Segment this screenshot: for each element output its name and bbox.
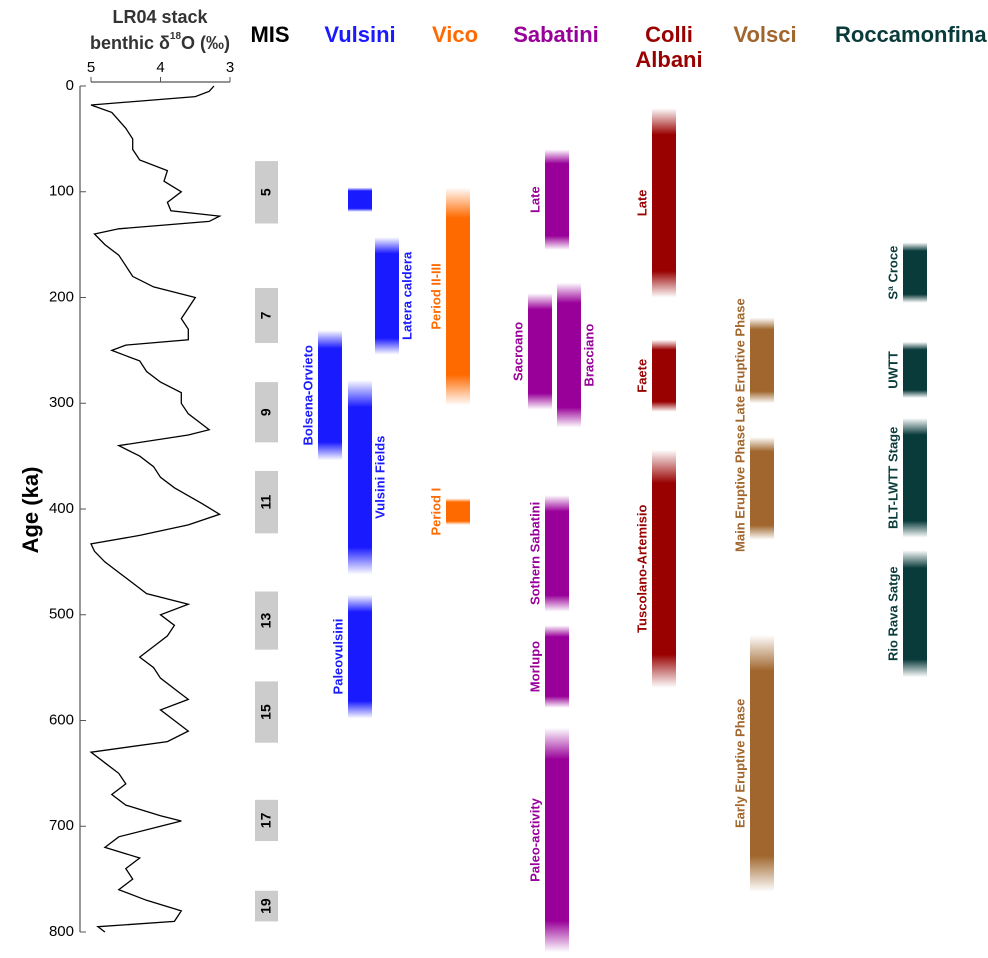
column-heading: Roccamonfina <box>835 22 987 47</box>
x-label-part: benthic δ <box>90 33 170 53</box>
x-tick-label: 3 <box>226 59 234 76</box>
x-tick-label: 4 <box>156 59 164 76</box>
eruptive-unit-bar <box>528 293 552 410</box>
y-tick-label: 300 <box>49 394 74 411</box>
unit-label: Sothern Sabatini <box>527 502 542 605</box>
eruptive-unit-bar <box>545 625 569 708</box>
mis-box <box>255 287 278 343</box>
mis-box <box>255 591 278 650</box>
eruptive-unit-bar <box>903 550 927 678</box>
unit-label: Latera caldera <box>399 251 414 340</box>
mis-label: 7 <box>258 311 274 319</box>
unit-label: Main Eruptive Phase <box>732 425 747 552</box>
y-tick-label: 800 <box>49 923 74 940</box>
x-label-sup: 18 <box>170 31 182 42</box>
column-heading: MIS <box>250 22 290 47</box>
unit-label: Vulsini Fields <box>372 436 387 519</box>
mis-box <box>255 799 278 842</box>
mis-label: 9 <box>258 408 274 416</box>
mis-label: 19 <box>258 898 274 914</box>
eruptive-unit-bar <box>446 498 470 525</box>
eruptive-unit-bar <box>903 242 927 303</box>
unit-label: Late <box>527 186 542 213</box>
eruptive-unit-bar <box>348 379 372 575</box>
eruptive-unit-bar <box>318 330 342 461</box>
mis-box <box>255 382 278 443</box>
column-heading: Colli Albani <box>635 22 703 72</box>
eruptive-unit-bar <box>652 108 676 298</box>
eruptive-unit-bar <box>750 317 774 404</box>
eruptive-unit-bar <box>545 495 569 612</box>
x-label-part: O (‰) <box>181 33 230 53</box>
eruptive-unit-bar <box>348 187 372 212</box>
unit-label: BLT-LWTT Stage <box>885 427 900 529</box>
unit-label: Early Eruptive Phase <box>732 699 747 828</box>
unit-label: Late <box>634 189 649 216</box>
column-heading: Vulsini <box>324 22 396 47</box>
unit-label: Sª Croce <box>885 246 900 300</box>
eruptive-unit-bar <box>652 339 676 412</box>
mis-box <box>255 890 278 922</box>
eruptive-unit-bar <box>750 437 774 540</box>
eruptive-unit-bar <box>375 237 399 355</box>
unit-label: Sacroano <box>510 322 525 381</box>
eruptive-unit-bar <box>903 341 927 398</box>
line <box>89 85 222 933</box>
unit-label: Bolsena-Orvieto <box>300 345 315 445</box>
mis-label: 13 <box>258 613 274 629</box>
y-tick-label: 400 <box>49 500 74 517</box>
unit-label: Tuscolano-Artemisio <box>634 505 649 633</box>
y-tick-label: 200 <box>49 288 74 305</box>
unit-label: Paleo-activity <box>527 797 542 882</box>
eruptive-unit-bar <box>557 282 581 428</box>
y-tick-label: 100 <box>49 183 74 200</box>
y-tick-label: 500 <box>49 606 74 623</box>
unit-label: UWTT <box>885 351 900 389</box>
unit-label: Paleovulsini <box>330 619 345 695</box>
column-heading: Volsci <box>733 22 797 47</box>
unit-label: Faete <box>634 359 649 393</box>
column-heading: Sabatini <box>513 22 599 47</box>
eruptive-unit-bar <box>652 449 676 688</box>
eruptive-unit-bar <box>348 594 372 719</box>
eruptive-unit-bar <box>545 727 569 953</box>
mis-label: 5 <box>258 188 274 196</box>
mis-box <box>255 470 278 534</box>
eruptive-unit-bar <box>903 418 927 538</box>
x-tick-label: 5 <box>87 59 95 76</box>
unit-label: Morlupo <box>527 641 542 692</box>
mis-box <box>255 681 278 743</box>
unit-label: Period I <box>428 488 443 536</box>
x-label-line2: benthic δ18O (‰) <box>90 31 230 53</box>
mis-label: 11 <box>258 495 274 510</box>
eruptive-unit-bar <box>545 149 569 250</box>
x-label-line1: LR04 stack <box>112 7 208 27</box>
unit-label: Period II-III <box>428 263 443 329</box>
mis-box <box>255 161 278 224</box>
mis-label: 17 <box>258 812 274 828</box>
unit-label: Bracciano <box>581 324 596 387</box>
mis-label: 15 <box>258 704 274 720</box>
unit-label: Rio Rava Satge <box>885 566 900 661</box>
y-tick-label: 700 <box>49 817 74 834</box>
eruptive-unit-bar <box>750 634 774 892</box>
y-label: Age (ka) <box>18 467 43 554</box>
unit-label: Late Eruptive Phase <box>732 298 747 422</box>
y-tick-label: 0 <box>66 77 74 94</box>
column-heading: Vico <box>431 22 479 47</box>
y-tick-label: 600 <box>49 711 74 728</box>
eruptive-unit-bar <box>446 187 470 406</box>
